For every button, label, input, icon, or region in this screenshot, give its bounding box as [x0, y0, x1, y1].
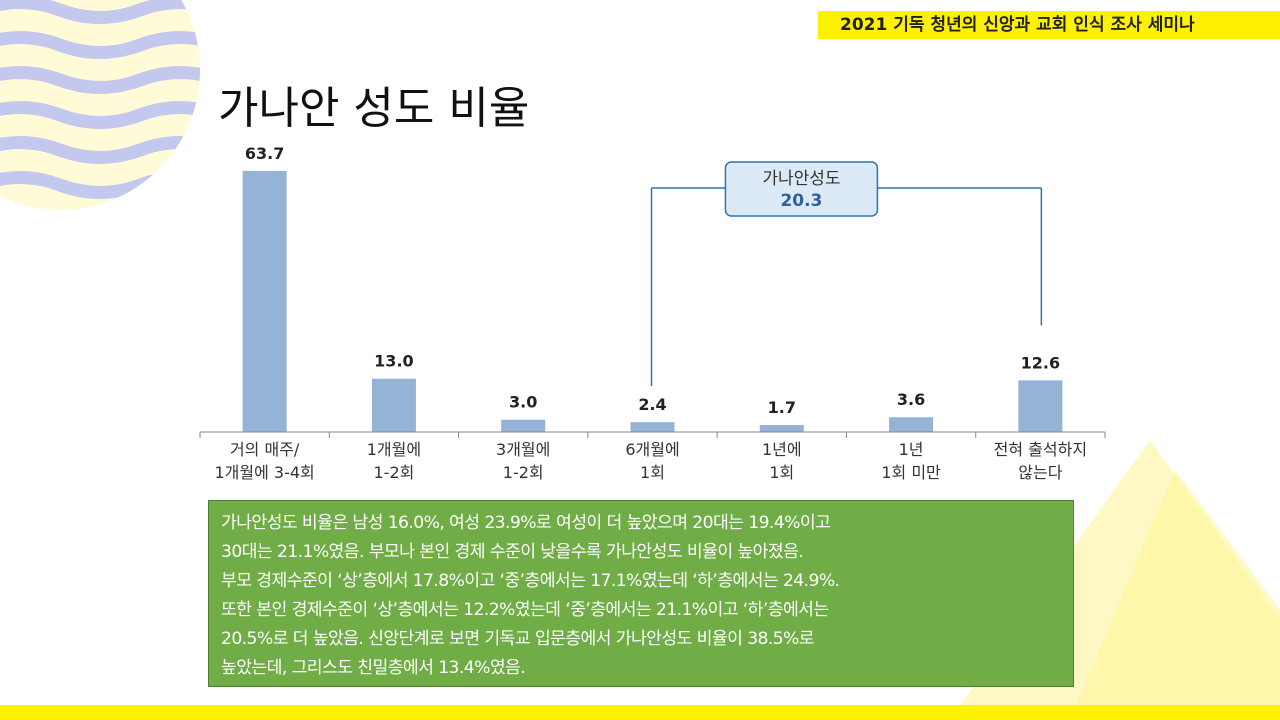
category-labels: 거의 매주/1개월에 3-4회 1개월에 1-2회 3개월에 1-2회 6개월에 1회 1년에…: [215, 440, 1088, 482]
category-label: 1년: [899, 440, 924, 459]
summary-line: 20.5%로 더 높았음. 신앙단계로 보면 기독교 입문층에서 가나안성도 비…: [221, 629, 815, 649]
bar-value-label: 12.6: [1021, 353, 1060, 372]
category-label: 3개월에: [496, 440, 550, 459]
bottom-accent-bar: [0, 705, 1280, 720]
category-label: 1회: [640, 463, 665, 482]
bar: [371, 378, 416, 432]
bar: [501, 419, 546, 432]
bar-value-label: 13.0: [374, 352, 413, 371]
bar-chart: 가나안성도 20.3 63.7 13.0 3.0 2.4 1.7 3.6 12.6 거의 매…: [199, 144, 1106, 482]
bars-group: 63.7 13.0 3.0 2.4 1.7 3.6 12.6: [242, 144, 1063, 432]
seminar-title: 2021 기독 청년의 신앙과 교회 인식 조사 세미나: [840, 15, 1195, 35]
x-axis-ticks: [199, 432, 1106, 438]
bar-value-label: 3.0: [509, 393, 537, 412]
category-label: 1회 미만: [881, 463, 941, 482]
category-label: 거의 매주/: [230, 440, 300, 459]
bar-value-label: 2.4: [638, 395, 666, 414]
annotation-box: [724, 161, 879, 217]
category-label: 1-2회: [373, 463, 414, 482]
category-label: 1개월에: [367, 440, 421, 459]
bar: [630, 422, 675, 432]
summary-line: 30대는 21.1%였음. 부모나 본인 경제 수준이 낮을수록 가나안성도 비…: [221, 542, 804, 562]
category-label: 1-2회: [503, 463, 544, 482]
summary-line: 부모 경제수준이 ‘상’층에서 17.8%이고 ‘중’층에서는 17.1%였는데…: [221, 571, 840, 591]
bar: [759, 425, 804, 432]
annotation-value: 20.3: [780, 191, 822, 211]
bar-value-label: 1.7: [768, 398, 796, 417]
category-label: 않는다: [1018, 463, 1062, 482]
category-label: 1회: [769, 463, 794, 482]
summary-box: 가나안성도 비율은 남성 16.0%, 여성 23.9%로 여성이 더 높았으며…: [208, 500, 1074, 687]
bar: [889, 417, 934, 432]
bar-value-label: 63.7: [245, 144, 284, 163]
bar: [1018, 380, 1063, 432]
annotation-bracket: 가나안성도 20.3: [650, 161, 1043, 387]
category-label: 1년에: [762, 440, 802, 459]
bar: [242, 170, 287, 432]
page-title: 가나안 성도 비율: [218, 83, 530, 134]
summary-line: 또한 본인 경제수준이 ‘상’층에서는 12.2%였는데 ‘중’층에서는 21.…: [221, 600, 829, 620]
decorative-waves: [0, 0, 200, 210]
bar-value-label: 3.6: [897, 390, 925, 409]
annotation-label: 가나안성도: [762, 169, 840, 189]
summary-line: 가나안성도 비율은 남성 16.0%, 여성 23.9%로 여성이 더 높았으며…: [221, 513, 831, 533]
summary-line: 높았는데, 그리스도 친밀층에서 13.4%였음.: [221, 658, 526, 678]
category-label: 1개월에 3-4회: [215, 463, 315, 482]
category-label: 6개월에: [625, 440, 679, 459]
seminar-title-banner: 2021 기독 청년의 신앙과 교회 인식 조사 세미나: [818, 11, 1280, 39]
category-label: 전혀 출석하지: [994, 440, 1087, 459]
